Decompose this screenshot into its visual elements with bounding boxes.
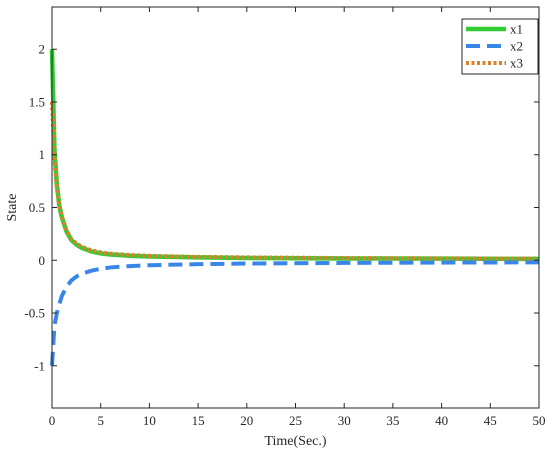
legend-label-x1: x1 <box>510 22 523 37</box>
legend: x1 x2 x3 <box>461 18 539 75</box>
legend-label-x2: x2 <box>510 39 523 54</box>
y-tick-label: 0.5 <box>29 200 45 215</box>
series-line-x1 <box>49 49 540 262</box>
x-tick-label: 20 <box>240 413 253 428</box>
x-tick-label: 15 <box>192 413 205 428</box>
x-tick-label: 25 <box>289 413 302 428</box>
ticks-layer: 0 5 10 15 20 25 30 35 40 45 50 -1 -0.5 0 0.5 1 1.5 2 <box>24 7 546 428</box>
x-tick-label: 5 <box>97 413 104 428</box>
series-line-x2 <box>50 260 540 366</box>
y-tick-label: -0.5 <box>24 306 45 321</box>
plot-area <box>52 7 539 408</box>
x-tick-label: 35 <box>386 413 399 428</box>
series-layer <box>49 49 540 366</box>
x-tick-label: 40 <box>435 413 448 428</box>
x-tick-label: 30 <box>338 413 351 428</box>
y-tick-label: 1 <box>39 147 46 162</box>
legend-label-x3: x3 <box>510 56 523 71</box>
x-tick-label: 50 <box>533 413 546 428</box>
y-tick-label: 2 <box>39 42 46 57</box>
y-tick-label: 0 <box>39 253 46 268</box>
x-tick-label: 45 <box>484 413 497 428</box>
x-tick-label: 10 <box>143 413 156 428</box>
y-tick-label: 1.5 <box>29 94 45 109</box>
x-tick-label: 0 <box>49 413 56 428</box>
x-axis-label: Time(Sec.) <box>264 434 326 449</box>
y-tick-label: -1 <box>34 358 45 373</box>
y-axis-label: State <box>5 194 20 222</box>
